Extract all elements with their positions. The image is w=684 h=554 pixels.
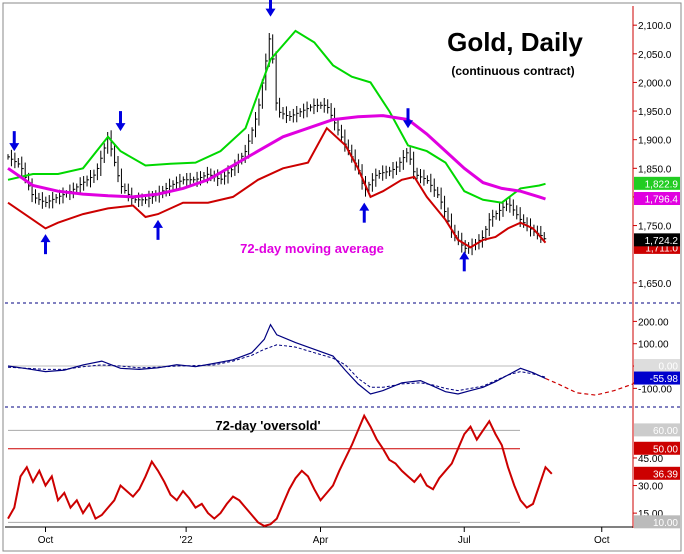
price-y-tick-label: 1,750.0 bbox=[638, 222, 672, 233]
lower-band-line bbox=[7, 126, 547, 249]
x-tick-label: Jul bbox=[458, 535, 471, 546]
cycle-bottom-arrow-head bbox=[459, 251, 470, 260]
osc-y-tick-label: 200.00 bbox=[638, 317, 669, 328]
cycle-y-tick-label: 30.00 bbox=[638, 482, 663, 493]
x-tick-label: Oct bbox=[38, 535, 54, 546]
x-axis: Oct '22 Apr Jul Oct bbox=[38, 527, 610, 546]
chart-title: Gold, Daily bbox=[447, 27, 583, 57]
osc-zero-tag: 0.00 bbox=[659, 362, 679, 373]
osc-zero-tag-bg bbox=[634, 359, 680, 373]
x-tick-label: Apr bbox=[313, 535, 329, 546]
last-price-tag: 1,724.2 bbox=[645, 236, 679, 247]
cycle-bottom-arrow-head bbox=[40, 234, 51, 243]
price-y-tick-label: 2,050.0 bbox=[638, 50, 672, 61]
cycle-bottom-arrow-head bbox=[359, 202, 370, 211]
cycle-60-tag-bg bbox=[634, 423, 680, 437]
price-y-tick-label: 1,950.0 bbox=[638, 107, 672, 118]
cycle-current-tag: 36.39 bbox=[653, 469, 678, 480]
cycle-10-tag-bg bbox=[634, 515, 680, 529]
cycle-50-tag-bg bbox=[634, 441, 680, 455]
last-price-tag-bg bbox=[634, 233, 680, 247]
osc-y-tick-label: 100.00 bbox=[638, 340, 669, 351]
price-y-tick-label: 2,000.0 bbox=[638, 78, 672, 89]
cycle-y-tick-label: 45.00 bbox=[638, 454, 663, 465]
osc-current-tag-bg bbox=[634, 371, 680, 385]
cycle-bottom-arrow-head bbox=[153, 219, 163, 228]
price-y-tick-label: 2,100.0 bbox=[638, 21, 672, 32]
moving-average-annotation: 72-day moving average bbox=[240, 241, 384, 256]
moving-average-value-tag-bg bbox=[634, 192, 680, 206]
upper-band-value-tag: 1,822.9 bbox=[645, 179, 679, 190]
upper-band-value-tag-bg bbox=[634, 176, 680, 190]
osc-current-tag: -55.98 bbox=[650, 374, 679, 385]
x-tick-label: Oct bbox=[594, 535, 610, 546]
x-tick-label: '22 bbox=[180, 535, 193, 546]
upper-band-line bbox=[7, 29, 546, 204]
cycle-10-tag: 10.00 bbox=[653, 518, 678, 529]
price-panel: 2,100.0 2,050.0 2,000.0 1,950.0 1,900.0 1,850… bbox=[7, 0, 680, 290]
osc-projection-line bbox=[545, 377, 640, 396]
osc-main-line bbox=[7, 323, 546, 395]
lower-band-value-tag: 1,711.0 bbox=[645, 243, 678, 254]
price-y-tick-label: 1,900.0 bbox=[638, 136, 672, 147]
cycle-current-tag-bg bbox=[634, 466, 680, 480]
cycle-top-arrow-head bbox=[115, 123, 126, 132]
cycle-y-tick-label: 15.00 bbox=[638, 509, 663, 520]
cycle-60-tag: 60.00 bbox=[653, 426, 678, 437]
cycle-line bbox=[7, 413, 553, 528]
chart-subtitle: (continuous contract) bbox=[451, 64, 574, 78]
cycle-top-arrow-head bbox=[403, 120, 413, 129]
cycle-panel: 45.00 30.00 15.00 60.00 50.00 36.39 10.00 bbox=[7, 413, 680, 529]
moving-average-line bbox=[7, 114, 546, 201]
cycle-50-tag: 50.00 bbox=[653, 444, 678, 455]
cycle-top-arrow-head bbox=[9, 143, 20, 152]
price-y-tick-label: 1,850.0 bbox=[638, 164, 672, 175]
oversold-annotation: 72-day 'oversold' bbox=[215, 418, 320, 433]
price-y-tick-label: 1,650.0 bbox=[638, 279, 672, 290]
osc-y-tick-label: -100.00 bbox=[638, 384, 672, 395]
cycle-top-arrow-head bbox=[265, 8, 276, 17]
moving-average-value-tag: 1,796.4 bbox=[645, 195, 679, 206]
